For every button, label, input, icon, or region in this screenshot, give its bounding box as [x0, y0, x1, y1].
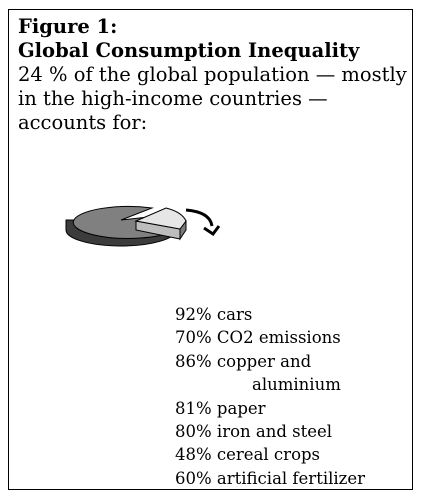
list-item-fertilizer: 60% artificial fertilizer [175, 468, 365, 488]
figure-subtitle-line-1: 24 % of the global population — mostly [18, 63, 407, 86]
figure-label: Figure 1: [18, 15, 118, 38]
arrow-head [203, 225, 221, 237]
pie-chart [65, 205, 221, 247]
list-item-co2: 70% CO2 emissions [175, 328, 341, 348]
figure-frame [8, 9, 413, 490]
consumption-list: 92% cars 70% CO2 emissions 86% copper an… [175, 303, 365, 490]
list-item-copper-cont: aluminium [252, 375, 341, 395]
figure-title: Global Consumption Inequality [18, 39, 360, 62]
figure-subtitle-line-3: accounts for: [18, 111, 148, 134]
pie-slice-exploded [134, 207, 187, 230]
figure-subtitle-line-2: in the high-income countries — [18, 87, 328, 110]
arrow-icon [185, 208, 214, 227]
list-item-cars: 92% cars [175, 305, 253, 324]
figure-header: Figure 1: Global Consumption Inequality … [18, 15, 407, 135]
list-item-cereal: 48% cereal crops [175, 445, 321, 465]
list-item-copper: 86% copper and [175, 351, 312, 371]
list-item-iron: 80% iron and steel [175, 422, 333, 442]
list-item-paper: 81% paper [175, 398, 266, 418]
